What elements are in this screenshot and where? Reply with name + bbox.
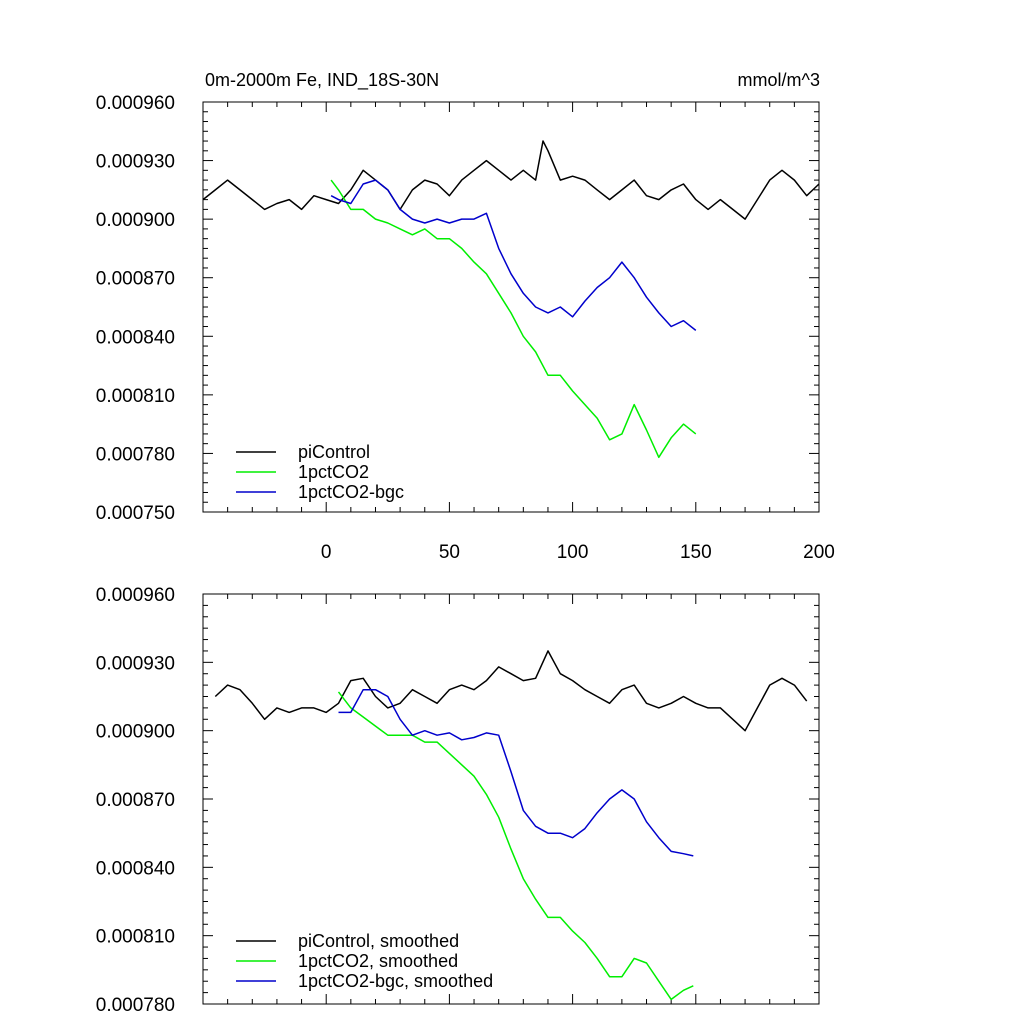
series-line-picontrol xyxy=(202,140,820,220)
series-line-1pctco2-bgc-smoothed xyxy=(338,688,694,857)
y-tick-label: 0.000900 xyxy=(96,210,175,231)
y-tick-label: 0.000960 xyxy=(96,585,175,606)
series-line-1pctco2-smoothed xyxy=(337,691,694,1001)
x-tick-label: 100 xyxy=(557,542,589,563)
x-tick-label: 50 xyxy=(439,542,460,563)
series-group-top xyxy=(202,140,820,459)
y-tick-label: 0.000900 xyxy=(96,722,175,743)
panel-title: 0m-2000m Fe, IND_18S-30N xyxy=(205,70,439,91)
y-axis-top: 0.000750 0.000780 0.000810 0.000840 0.000870… xyxy=(96,93,819,524)
y-tick-label: 0.000780 xyxy=(96,444,175,465)
x-axis-bottom xyxy=(202,594,820,1004)
y-tick-label: 0.000930 xyxy=(96,653,175,674)
x-tick-label: 0 xyxy=(321,542,332,563)
y-tick-label: 0.000810 xyxy=(96,927,175,948)
series-line-picontrol-smoothed xyxy=(214,650,808,732)
y-tick-label: 0.000870 xyxy=(96,269,175,290)
x-tick-label: 150 xyxy=(680,542,712,563)
y-tick-label: 0.000960 xyxy=(96,93,175,114)
x-tick-label: 200 xyxy=(803,542,835,563)
y-axis-bottom: 0.000780 0.000810 0.000840 0.000870 0.000900… xyxy=(96,585,819,1016)
panel-bottom: 0.000780 0.000810 0.000840 0.000870 0.000900… xyxy=(96,585,820,1016)
series-group-bottom xyxy=(214,650,808,1001)
panel-top: 0m-2000m Fe, IND_18S-30N mmol/m^3 0.0007… xyxy=(96,70,835,563)
y-tick-label: 0.000870 xyxy=(96,790,175,811)
legend-label: 1pctCO2-bgc, smoothed xyxy=(298,971,493,991)
legend-label: 1pctCO2-bgc xyxy=(298,482,404,502)
units-label: mmol/m^3 xyxy=(738,70,820,90)
legend-label: 1pctCO2 xyxy=(298,462,369,482)
x-axis-top: 0 50 100 150 200 xyxy=(202,102,835,563)
y-tick-label: 0.000840 xyxy=(96,327,175,348)
series-line-1pctco2-bgc xyxy=(330,179,697,331)
legend-label: 1pctCO2, smoothed xyxy=(298,951,458,971)
y-tick-label: 0.000840 xyxy=(96,858,175,879)
series-line-1pctco2 xyxy=(330,179,697,459)
y-tick-label: 0.000810 xyxy=(96,386,175,407)
y-tick-label: 0.000780 xyxy=(96,995,175,1016)
y-tick-label: 0.000930 xyxy=(96,152,175,173)
legend-label: piControl, smoothed xyxy=(298,931,459,951)
y-tick-label: 0.000750 xyxy=(96,503,175,524)
legend-label: piControl xyxy=(298,442,370,462)
